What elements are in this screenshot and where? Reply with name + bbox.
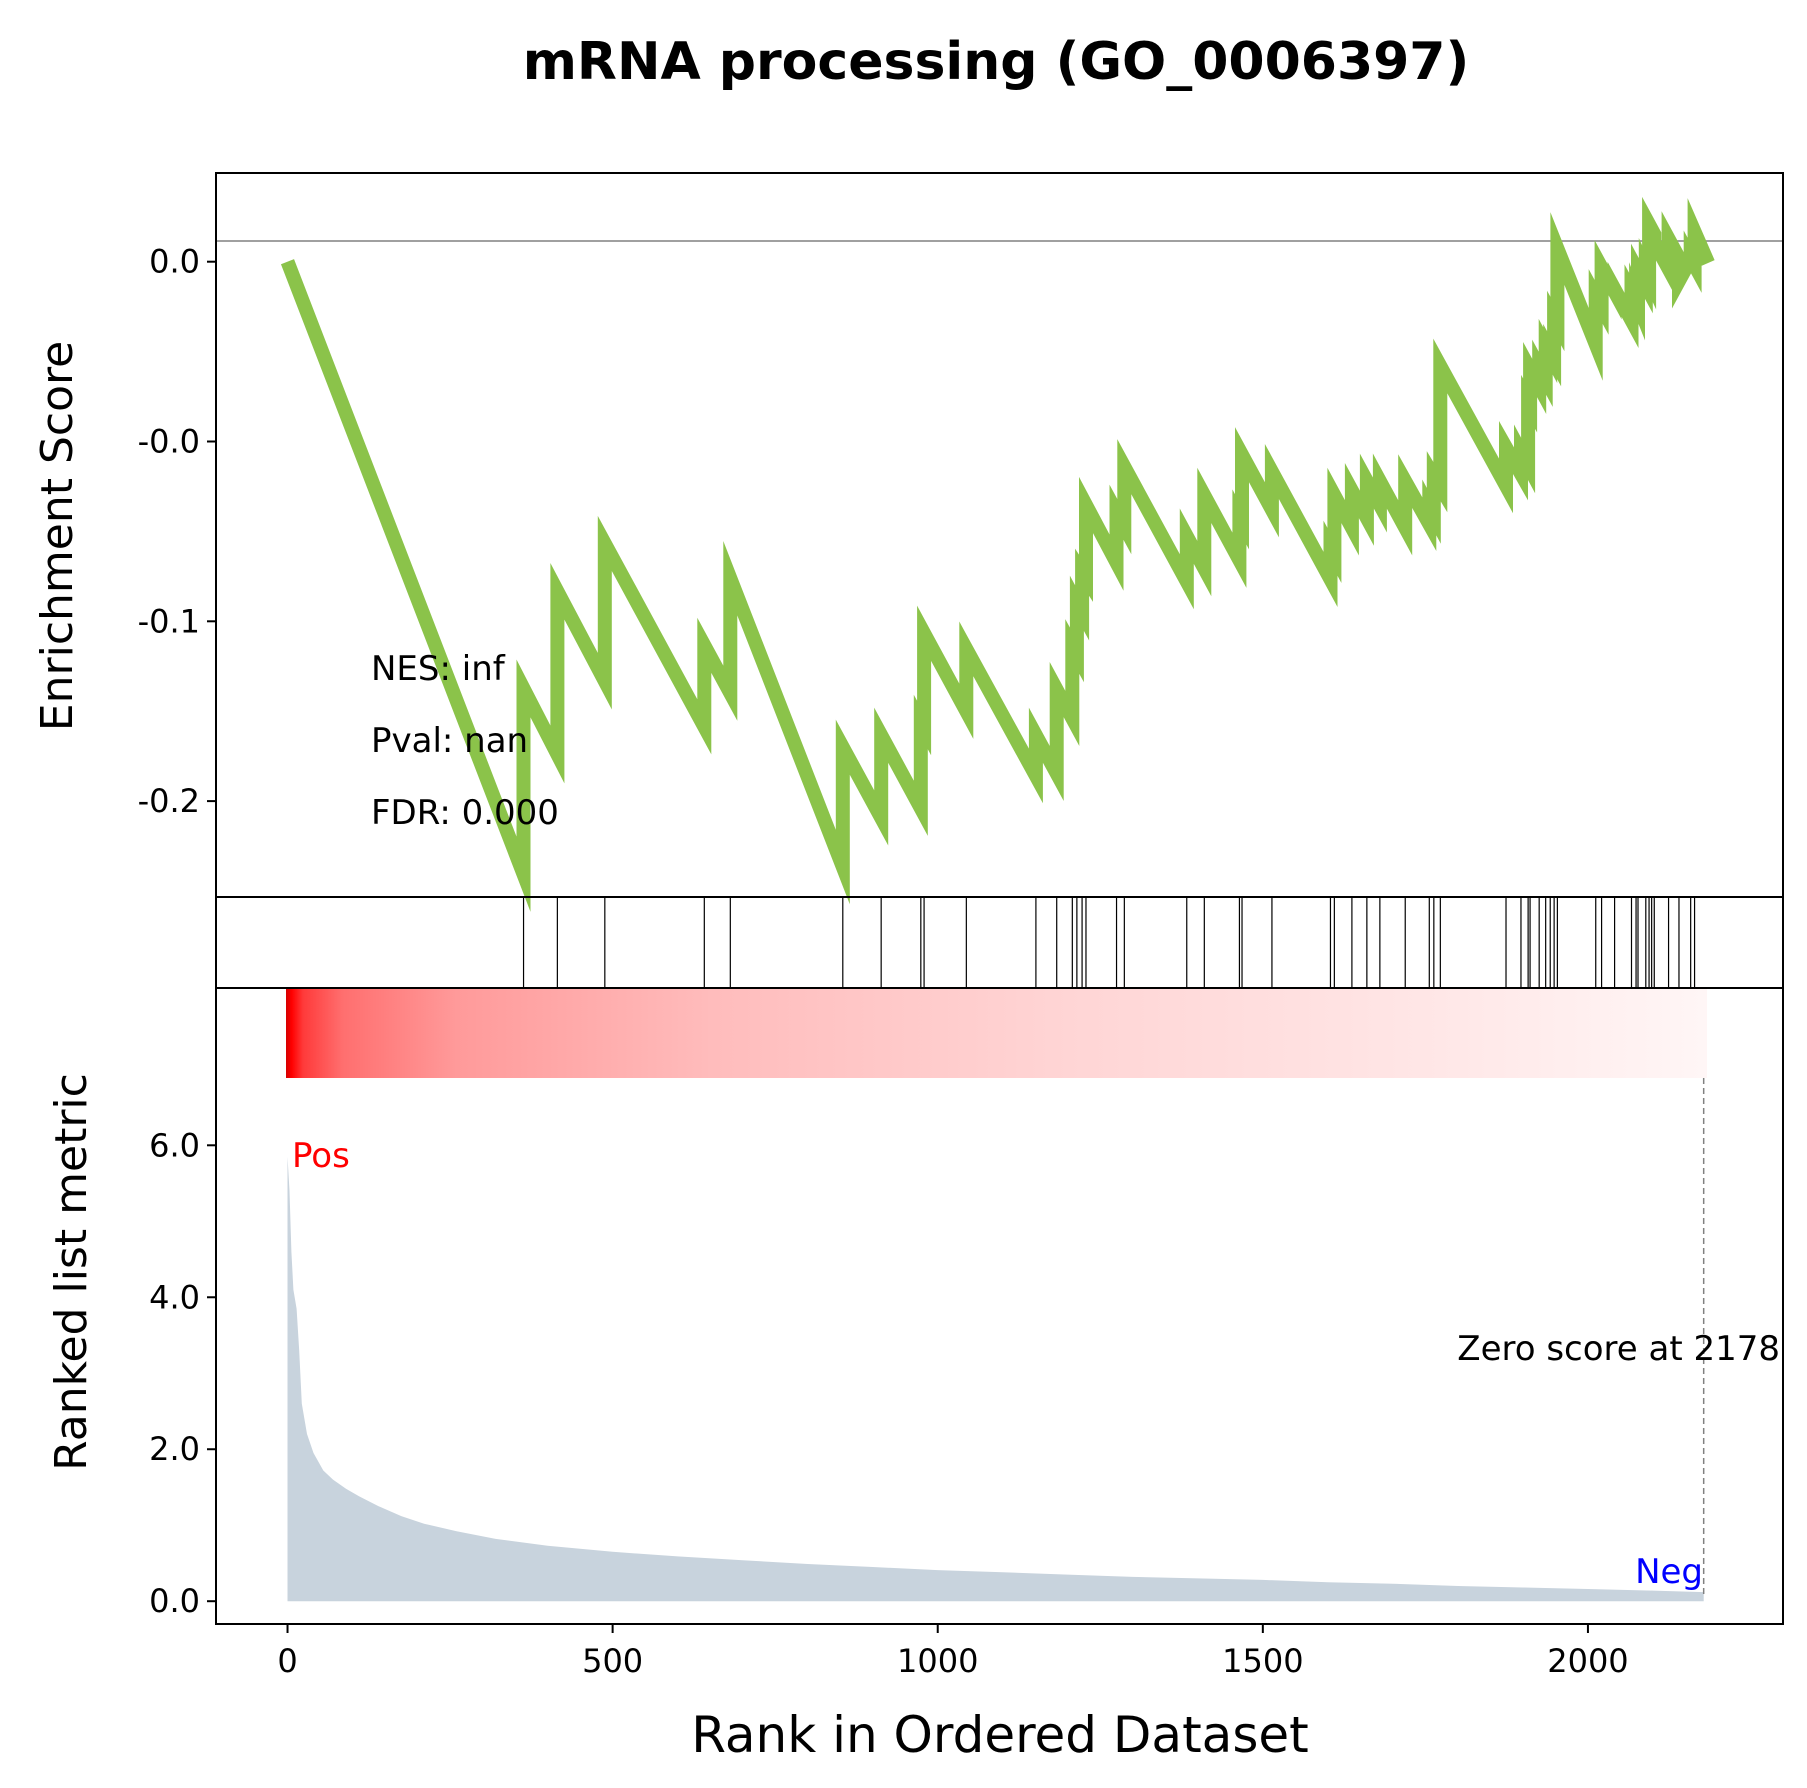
top-y-tick-label: -0.2: [138, 782, 200, 820]
ranking-heatmap: [286, 989, 1707, 1078]
enrichment-score-panel: 0.0 -0.0 -0.1 -0.2 NES: inf Pval: nan FDR: …: [32, 196, 1783, 912]
bottom-y-tick-label: 6.0: [149, 1126, 200, 1164]
x-tick-label: 0: [277, 1642, 297, 1680]
hits-panel-frame: [215, 896, 1784, 989]
x-axis-label: Rank in Ordered Dataset: [691, 1706, 1308, 1764]
bottom-y-tick-label: 2.0: [149, 1430, 200, 1468]
bottom-y-tick-label: 4.0: [149, 1278, 200, 1316]
bottom-panel-frame: [215, 987, 1784, 1625]
pos-label: Pos: [292, 1136, 350, 1176]
x-tick-label: 1500: [1222, 1642, 1303, 1680]
ranked-metric-panel: Pos Neg Zero score at 2178 0.02.04.06.0 …: [46, 989, 1780, 1620]
zero-score-label: Zero score at 2178: [1457, 1329, 1780, 1369]
chart-title: mRNA processing (GO_0006397): [523, 32, 1470, 92]
enrichment-score-line: [280, 196, 1715, 912]
top-y-axis-label: Enrichment Score: [32, 341, 83, 731]
bottom-y-tick-label: 0.0: [149, 1582, 200, 1620]
hit-markers-panel: [522, 898, 1696, 987]
fdr-annotation: FDR: 0.000: [371, 793, 559, 833]
top-y-ticks: 0.0 -0.0 -0.1 -0.2: [138, 243, 216, 820]
top-y-tick-label: -0.0: [138, 423, 200, 461]
ranked-metric-area: [287, 1156, 1704, 1602]
nes-annotation: NES: inf: [371, 649, 506, 689]
bottom-y-axis-label: Ranked list metric: [46, 1073, 97, 1471]
top-y-tick-label: 0.0: [149, 243, 200, 281]
x-axis-ticks: 0 500 1000 1500 2000: [277, 1624, 1629, 1680]
x-tick-label: 1000: [897, 1642, 978, 1680]
top-y-tick-label: -0.1: [138, 602, 200, 640]
bottom-y-ticks: 0.0 2.0 4.0 6.0: [149, 1126, 216, 1620]
pval-annotation: Pval: nan: [371, 721, 528, 761]
x-tick-label: 500: [582, 1642, 643, 1680]
neg-label: Neg: [1635, 1552, 1703, 1592]
x-tick-label: 2000: [1547, 1642, 1628, 1680]
top-panel-frame: [215, 172, 1784, 898]
